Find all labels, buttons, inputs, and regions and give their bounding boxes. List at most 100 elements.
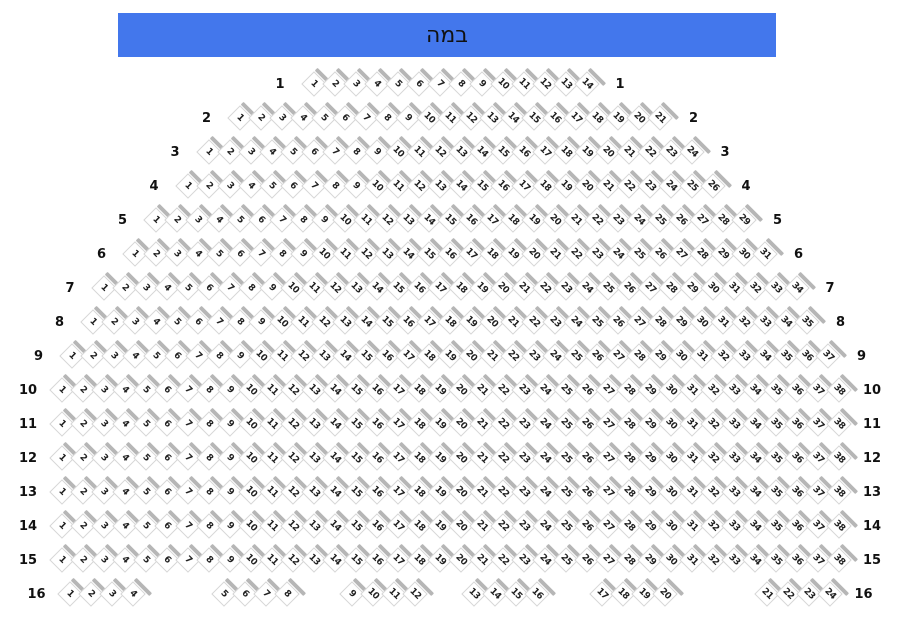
seat-number: 34 [778, 314, 794, 330]
seat-number: 21 [516, 280, 532, 296]
seat-number: 4 [119, 418, 131, 430]
seat-number: 7 [360, 112, 372, 124]
seat-number: 7 [182, 520, 194, 532]
seat-number: 8 [213, 350, 225, 362]
seat-number: 33 [726, 552, 742, 568]
seat-number: 11 [386, 586, 402, 602]
seat-number: 29 [673, 314, 689, 330]
seat-number: 17 [516, 178, 532, 194]
seat-number: 12 [285, 552, 301, 568]
seat-number: 19 [432, 416, 448, 432]
seat-number: 16 [369, 382, 385, 398]
seat-number: 3 [98, 384, 110, 396]
seat-group: 1 2 3 4 5 6 7 8 9 10 11 12 13 14 15 16 17 18 19 20 21 22 23 24 2… [80, 309, 820, 335]
seat-number: 5 [218, 588, 230, 600]
seat-number: 13 [316, 348, 332, 364]
seat-number: 12 [537, 76, 553, 92]
seat-number: 4 [119, 520, 131, 532]
seat-number: 13 [558, 76, 574, 92]
seat-number: 2 [255, 112, 267, 124]
seat-number: 26 [589, 348, 605, 364]
seat-number: 26 [579, 484, 595, 500]
seat[interactable]: 21 [647, 105, 673, 131]
seat-number: 10 [253, 348, 269, 364]
seat[interactable]: 29 [731, 207, 757, 233]
seat-number: 6 [161, 486, 173, 498]
seat-number: 17 [537, 144, 553, 160]
seat-cell: 4 [120, 581, 146, 607]
seat-number: 20 [631, 110, 647, 126]
seat-number: 24 [579, 280, 595, 296]
seat[interactable]: 31 [752, 241, 778, 267]
seat-number: 18 [558, 144, 574, 160]
row-label-left: 14 [18, 518, 38, 534]
seat-number: 32 [747, 280, 763, 296]
seat-number: 14 [421, 212, 437, 228]
row-label-right: 9 [856, 348, 867, 364]
seat[interactable]: 20 [652, 581, 678, 607]
seat[interactable]: 4 [120, 581, 146, 607]
seat-number: 37 [810, 484, 826, 500]
seat-number: 2 [87, 350, 99, 362]
seat[interactable]: 12 [402, 581, 428, 607]
seat-number: 35 [768, 552, 784, 568]
seat-number: 12 [285, 450, 301, 466]
seat-number: 17 [421, 314, 437, 330]
seat-number: 4 [127, 588, 139, 600]
seat-number: 17 [390, 484, 406, 500]
seat-number: 17 [390, 552, 406, 568]
seat-number: 33 [726, 518, 742, 534]
seat-number: 31 [684, 552, 700, 568]
seat-number: 37 [810, 382, 826, 398]
seat-number: 3 [224, 180, 236, 192]
row-label-right: 15 [862, 552, 882, 568]
row-label-left: 13 [18, 484, 38, 500]
seat-number: 22 [526, 314, 542, 330]
seat-row: 1 1 2 3 4 5 6 7 8 9 10 11 12 13 14 1 [0, 67, 900, 101]
seat-number: 14 [327, 416, 343, 432]
seat-number: 2 [108, 316, 120, 328]
seat-number: 3 [98, 418, 110, 430]
seat-number: 11 [264, 518, 280, 534]
seat-number: 10 [390, 144, 406, 160]
seat-number: 33 [726, 484, 742, 500]
seat-number: 8 [281, 588, 293, 600]
seat-number: 27 [642, 280, 658, 296]
seat-number: 11 [264, 382, 280, 398]
seat-number: 8 [245, 282, 257, 294]
seat[interactable]: 16 [524, 581, 550, 607]
seat-number: 9 [224, 418, 236, 430]
seat-number: 15 [421, 246, 437, 262]
seat-number: 9 [255, 316, 267, 328]
seat-number: 1 [56, 384, 68, 396]
seat-group: 1 2 3 4 5 6 7 8 9 10 11 12 13 14 15 16 17 18 19 20 21 22 23 24 2… [122, 241, 778, 267]
seat-number: 29 [652, 348, 668, 364]
seat-number: 15 [348, 382, 364, 398]
seat-number: 38 [831, 484, 847, 500]
seat-number: 29 [642, 518, 658, 534]
seat-number: 18 [411, 484, 427, 500]
seat-number: 23 [663, 144, 679, 160]
seat-number: 8 [234, 316, 246, 328]
seat-number: 16 [411, 280, 427, 296]
seat-number: 12 [407, 586, 423, 602]
seat-row: 15 1 2 3 4 5 6 7 8 9 10 11 12 13 14 15 16 17 18 19 20 21 22 23 2… [0, 543, 900, 577]
seat[interactable]: 24 [817, 581, 843, 607]
seat[interactable]: 35 [794, 309, 820, 335]
seat[interactable]: 8 [274, 581, 300, 607]
seat-number: 7 [192, 350, 204, 362]
seat-number: 11 [306, 280, 322, 296]
seat-number: 9 [224, 384, 236, 396]
seat[interactable]: 37 [815, 343, 841, 369]
seat-number: 14 [453, 178, 469, 194]
seat-number: 27 [600, 552, 616, 568]
seat-number: 3 [192, 214, 204, 226]
seat-row: 9 1 2 3 4 5 6 7 8 9 10 11 12 13 14 15 16 17 18 19 20 21 22 23 24… [0, 339, 900, 373]
seat-number: 24 [631, 212, 647, 228]
seat-number: 6 [339, 112, 351, 124]
seat-number: 13 [432, 178, 448, 194]
seat-number: 19 [432, 552, 448, 568]
seat-number: 16 [379, 348, 395, 364]
seat-number: 27 [600, 518, 616, 534]
seat-number: 15 [358, 348, 374, 364]
